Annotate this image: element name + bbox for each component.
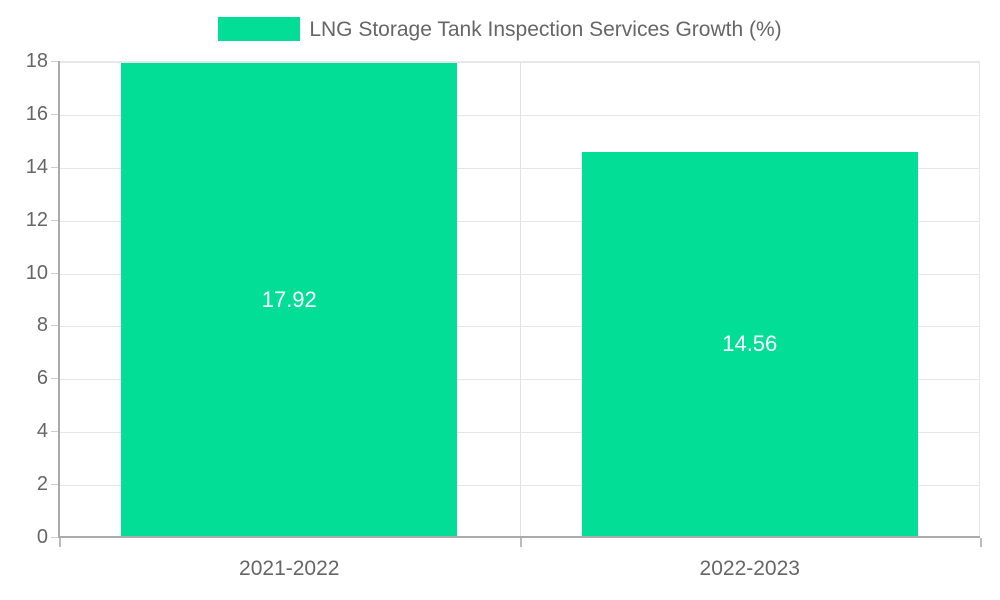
y-axis-tick-mark: [51, 431, 58, 433]
y-axis-tick-label: 18: [25, 50, 48, 72]
y-axis-tick-mark: [51, 272, 58, 274]
x-axis-tick-mark: [980, 538, 982, 547]
bar[interactable]: 14.56: [581, 151, 918, 537]
y-axis-tick-mark: [51, 113, 58, 115]
y-axis-tick-label: 0: [36, 526, 48, 548]
y-axis-tick-mark: [51, 484, 58, 486]
gridline: [59, 167, 979, 169]
legend-item[interactable]: LNG Storage Tank Inspection Services Gro…: [218, 17, 782, 41]
y-axis-tick-mark: [51, 378, 58, 380]
y-axis-line: [58, 61, 60, 538]
gridline: [59, 432, 979, 434]
legend-color-swatch: [218, 17, 301, 41]
plot-area: 17.92 14.56: [59, 61, 980, 537]
y-axis-tick-label: 6: [36, 367, 48, 390]
y-axis-tick-label: 14: [25, 155, 48, 178]
y-axis-tick-mark: [51, 537, 58, 538]
chart-legend: LNG Storage Tank Inspection Services Gro…: [0, 0, 1000, 58]
y-axis-tick-label: 12: [25, 208, 48, 231]
x-axis-line: [59, 536, 980, 538]
x-axis-tick-label: 2022-2023: [699, 557, 800, 580]
y-axis-labels: 0 2 4 6 8 10 12 14 16 18: [0, 0, 48, 600]
y-axis-tick-mark: [51, 325, 58, 327]
x-axis-tick-mark: [59, 538, 61, 547]
gridline: [59, 379, 979, 381]
category-separator-gridline: [519, 62, 521, 537]
y-axis-tick-mark: [51, 219, 58, 221]
legend-label: LNG Storage Tank Inspection Services Gro…: [309, 17, 782, 41]
y-axis-tick-label: 4: [36, 420, 48, 443]
y-axis-tick-label: 16: [25, 102, 48, 125]
y-axis-tick-mark: [51, 166, 58, 168]
y-axis-tick-label: 2: [36, 473, 48, 496]
y-axis-tick-mark: [51, 61, 58, 62]
gridline: [59, 220, 979, 222]
gridline: [59, 485, 979, 487]
gridline: [59, 273, 979, 275]
gridline: [59, 62, 979, 63]
gridline: [59, 326, 979, 328]
bar-value-label: 14.56: [722, 331, 778, 357]
y-axis-tick-label: 10: [25, 261, 48, 284]
gridline: [59, 114, 979, 116]
x-axis-tick-mark: [519, 538, 522, 547]
y-axis-tick-label: 8: [36, 314, 48, 337]
bar-value-label: 17.92: [261, 287, 317, 313]
bar[interactable]: 17.92: [121, 63, 458, 537]
x-axis-tick-label: 2021-2022: [239, 557, 340, 580]
